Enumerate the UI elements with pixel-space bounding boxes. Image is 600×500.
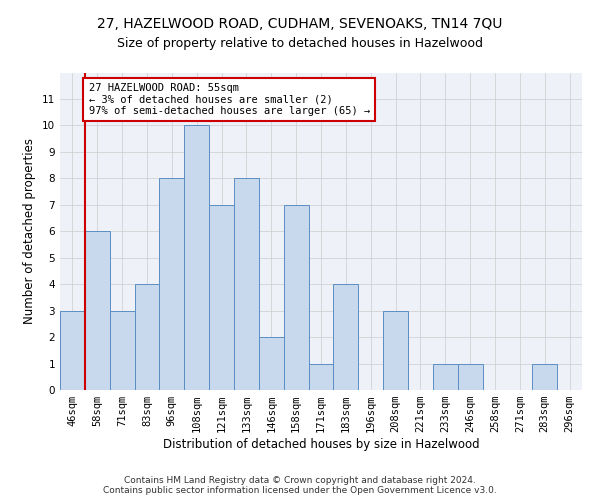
Bar (110, 310, 134, 390)
Bar (308, 364, 334, 390)
Bar (184, 126, 209, 390)
Bar (209, 205, 234, 390)
Bar (284, 205, 308, 390)
Bar (383, 310, 408, 390)
Bar (85, 231, 110, 390)
Bar (134, 284, 160, 390)
Bar (259, 337, 284, 390)
X-axis label: Distribution of detached houses by size in Hazelwood: Distribution of detached houses by size … (163, 438, 479, 451)
Text: 27 HAZELWOOD ROAD: 55sqm
← 3% of detached houses are smaller (2)
97% of semi-det: 27 HAZELWOOD ROAD: 55sqm ← 3% of detache… (89, 83, 370, 116)
Bar (433, 364, 458, 390)
Bar (334, 284, 358, 390)
Bar (458, 364, 482, 390)
Text: Size of property relative to detached houses in Hazelwood: Size of property relative to detached ho… (117, 38, 483, 51)
Text: Contains HM Land Registry data © Crown copyright and database right 2024.
Contai: Contains HM Land Registry data © Crown c… (103, 476, 497, 495)
Text: 27, HAZELWOOD ROAD, CUDHAM, SEVENOAKS, TN14 7QU: 27, HAZELWOOD ROAD, CUDHAM, SEVENOAKS, T… (97, 18, 503, 32)
Bar (234, 178, 259, 390)
Bar (160, 178, 184, 390)
Y-axis label: Number of detached properties: Number of detached properties (23, 138, 37, 324)
Bar (60, 310, 85, 390)
Bar (532, 364, 557, 390)
